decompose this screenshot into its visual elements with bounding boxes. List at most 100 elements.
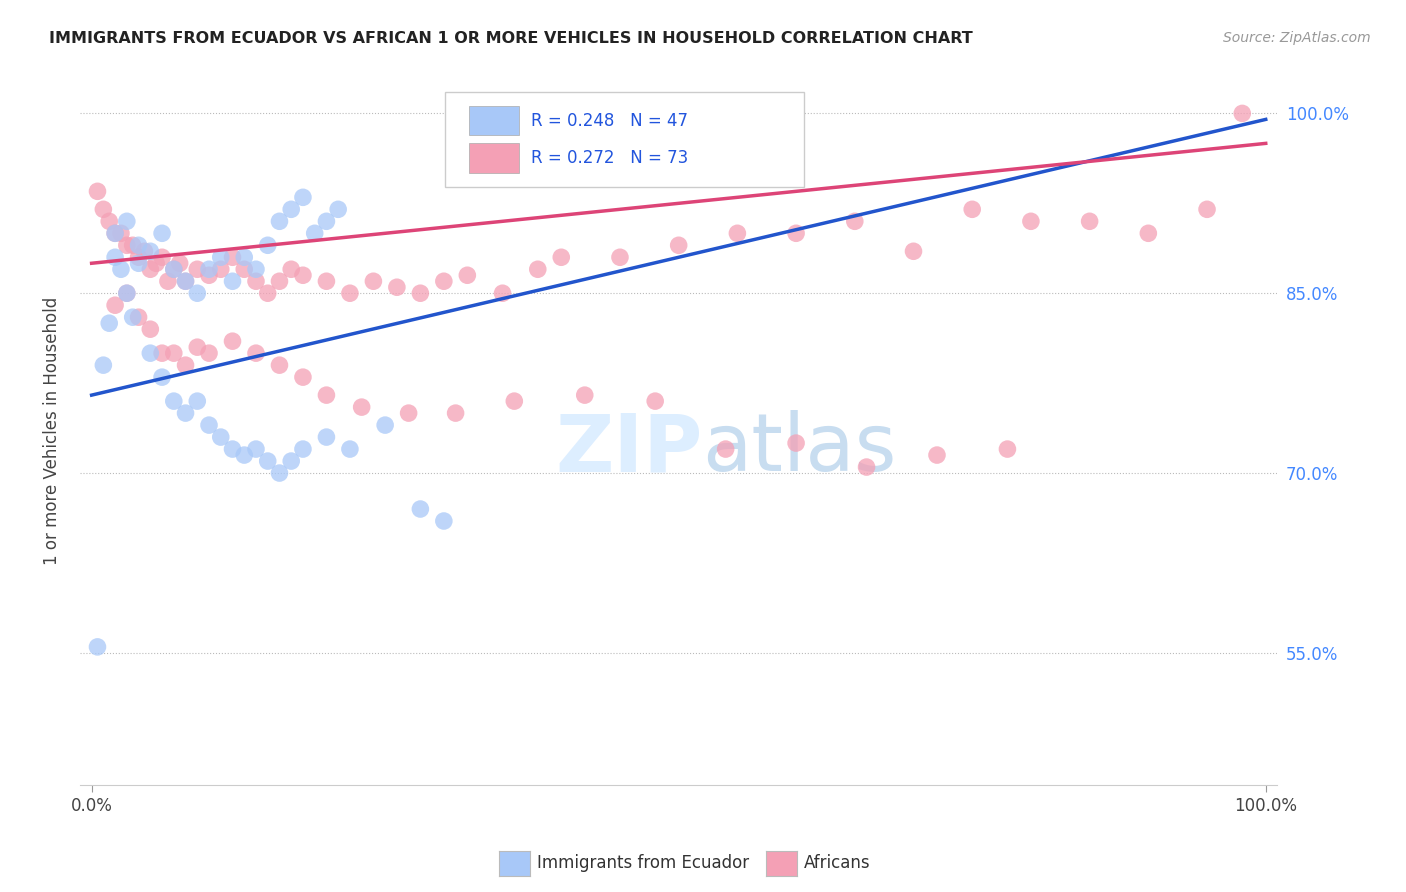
Point (174, 406, 197, 420)
Point (1137, 227, 1160, 241)
Point (256, 454, 278, 468)
Point (291, 442, 314, 456)
Point (280, 202, 302, 217)
Point (280, 454, 302, 468)
Point (209, 262, 232, 277)
Point (128, 310, 150, 325)
Text: ZIP: ZIP (555, 410, 702, 488)
Point (245, 442, 267, 456)
Y-axis label: 1 or more Vehicles in Household: 1 or more Vehicles in Household (44, 297, 60, 566)
Point (174, 274, 197, 288)
Text: Source: ZipAtlas.com: Source: ZipAtlas.com (1223, 31, 1371, 45)
Point (139, 262, 162, 277)
Point (1019, 214, 1042, 228)
Point (174, 358, 197, 372)
Point (855, 460, 877, 475)
Point (1195, 202, 1218, 217)
Point (328, 202, 350, 217)
Point (785, 436, 807, 450)
Point (291, 190, 314, 204)
Point (245, 346, 267, 360)
Point (1232, 106, 1254, 120)
Point (198, 262, 221, 277)
Point (198, 346, 221, 360)
Point (221, 274, 243, 288)
Point (291, 370, 314, 384)
Text: Immigrants from Ecuador: Immigrants from Ecuador (537, 855, 749, 872)
Point (903, 244, 925, 259)
Point (198, 268, 221, 283)
Point (128, 250, 150, 264)
Point (374, 418, 396, 433)
Point (128, 256, 150, 270)
Point (93, 358, 115, 372)
Point (121, 238, 143, 252)
Point (245, 262, 267, 277)
Point (104, 227, 127, 241)
Text: IMMIGRANTS FROM ECUADOR VS AFRICAN 1 OR MORE VEHICLES IN HOUSEHOLD CORRELATION C: IMMIGRANTS FROM ECUADOR VS AFRICAN 1 OR … (49, 31, 973, 46)
Point (150, 346, 173, 360)
Point (186, 340, 208, 354)
Point (104, 250, 127, 264)
Point (221, 334, 243, 348)
Text: Africans: Africans (804, 855, 870, 872)
Point (163, 262, 186, 277)
Point (256, 286, 278, 301)
Point (409, 502, 432, 516)
Point (139, 244, 162, 259)
Point (269, 358, 291, 372)
Point (785, 227, 807, 241)
Point (186, 262, 208, 277)
Point (315, 274, 337, 288)
Point (644, 394, 666, 409)
Point (491, 286, 513, 301)
Point (409, 286, 432, 301)
Point (209, 250, 232, 264)
Point (997, 442, 1019, 456)
Point (269, 466, 291, 480)
Point (186, 394, 208, 409)
Point (169, 256, 191, 270)
Point (315, 214, 337, 228)
Text: atlas: atlas (702, 410, 897, 488)
Point (150, 370, 173, 384)
Point (256, 238, 278, 252)
Point (433, 514, 456, 528)
Point (1078, 214, 1101, 228)
Point (174, 274, 197, 288)
Point (315, 388, 337, 402)
Point (150, 250, 173, 264)
Point (350, 400, 373, 414)
Point (139, 346, 162, 360)
Point (98, 316, 121, 330)
Point (363, 274, 385, 288)
Point (503, 394, 526, 409)
Point (844, 214, 866, 228)
Point (304, 227, 326, 241)
Point (339, 286, 361, 301)
Point (574, 388, 596, 402)
Point (104, 227, 127, 241)
Point (198, 418, 221, 433)
Point (110, 262, 132, 277)
Point (86, 184, 108, 198)
Point (115, 286, 138, 301)
Point (121, 310, 143, 325)
Point (714, 442, 737, 456)
Text: R = 0.272   N = 73: R = 0.272 N = 73 (531, 149, 689, 167)
Point (925, 448, 948, 462)
Point (134, 244, 156, 259)
Point (163, 346, 186, 360)
Point (526, 262, 548, 277)
Point (609, 250, 631, 264)
Point (115, 286, 138, 301)
Point (550, 250, 572, 264)
Point (398, 406, 420, 420)
Point (339, 442, 361, 456)
Point (145, 256, 167, 270)
Point (115, 214, 138, 228)
Point (156, 274, 179, 288)
Point (209, 430, 232, 444)
Point (315, 430, 337, 444)
Point (110, 227, 132, 241)
